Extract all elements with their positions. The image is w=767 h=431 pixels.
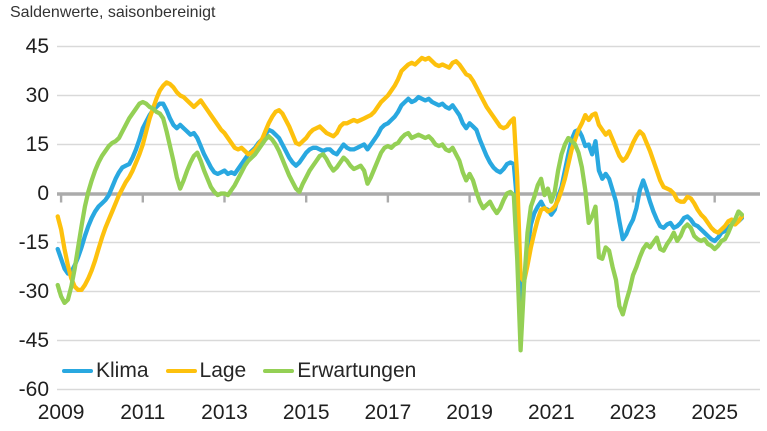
legend-label: Klima (96, 359, 149, 382)
legend-item-lage: Lage (165, 359, 247, 383)
y-axis-tick-label: 15 (25, 132, 49, 156)
series-line-erwartungen (55, 99, 745, 353)
legend: Klima Lage Erwartungen (62, 358, 416, 384)
y-axis-tick-label: -60 (18, 377, 49, 401)
y-axis-tick-label: -30 (18, 279, 49, 303)
legend-swatch-klima (62, 368, 93, 374)
legend-label: Lage (199, 359, 247, 382)
series-line-lage (55, 55, 745, 293)
legend-label: Erwartungen (297, 359, 417, 382)
legend-swatch-lage (165, 368, 197, 374)
legend-swatch-erwartungen (263, 368, 295, 374)
x-axis-tick-label: 2009 (37, 401, 85, 424)
x-axis-tick-label: 2023 (609, 401, 657, 424)
y-axis-tick-label: -15 (18, 230, 49, 254)
x-axis-tick-label: 2017 (364, 401, 412, 424)
y-axis-tick-label: 45 (25, 34, 49, 58)
x-axis-tick-label: 2021 (527, 401, 575, 424)
x-axis-tick-label: 2019 (446, 401, 493, 424)
x-axis-tick-label: 2011 (120, 401, 166, 424)
series-line-klima (55, 94, 745, 312)
legend-item-erwartungen: Erwartungen (263, 359, 416, 383)
y-axis-tick-label: -45 (18, 328, 49, 352)
y-axis-tick-label: 30 (25, 83, 49, 107)
x-axis-tick-label: 2025 (691, 401, 739, 424)
legend-item-klima: Klima (62, 359, 149, 383)
y-axis-tick-label: 0 (37, 181, 49, 205)
chart-title: Saldenwerte, saisonbereinigt (10, 4, 216, 21)
x-axis-tick-label: 2013 (201, 401, 248, 424)
x-axis-tick-label: 2015 (282, 401, 330, 424)
